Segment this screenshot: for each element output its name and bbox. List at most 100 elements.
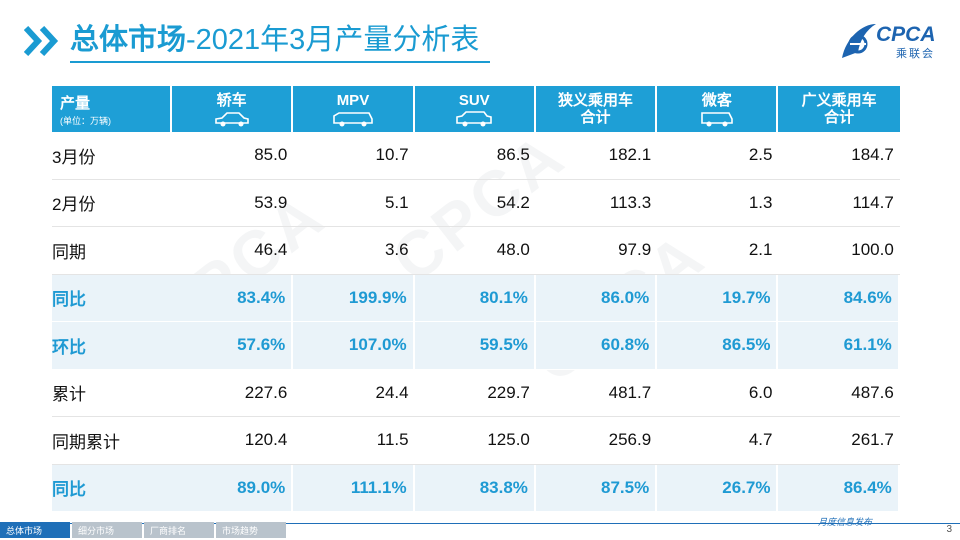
page-number: 3 bbox=[946, 524, 952, 535]
table-cell: 10.7 bbox=[375, 145, 409, 165]
column-header: MPV bbox=[336, 91, 370, 109]
table-row: 3月份 85.0 10.7 86.5 182.1 2.5 184.7 bbox=[52, 132, 900, 180]
table-cell: 3.6 bbox=[384, 240, 409, 260]
column-header: 广义乘用车 合计 bbox=[801, 92, 877, 126]
header-broad-total: 广义乘用车 合计 bbox=[778, 86, 900, 132]
row-label: 同期累计 bbox=[52, 432, 120, 452]
table-cell: 113.3 bbox=[609, 192, 652, 212]
table-cell: 86.5 bbox=[496, 145, 530, 165]
corner-label: 产量 bbox=[60, 94, 91, 112]
table-cell: 125.0 bbox=[487, 430, 530, 450]
cpca-logo-icon bbox=[842, 24, 876, 58]
suv-icon bbox=[456, 110, 493, 126]
table-row: 环比 57.6% 107.0% 59.5% 60.8% 86.5% 61.1% bbox=[52, 322, 900, 370]
tab-market-trend[interactable]: 市场趋势 bbox=[216, 522, 286, 538]
table-cell: 48.0 bbox=[496, 240, 530, 260]
chevron-right-icon bbox=[24, 26, 59, 56]
table-row: 同期累计 120.4 11.5 125.0 256.9 4.7 261.7 bbox=[52, 417, 900, 465]
footer-tagline: 月度信息发布 bbox=[818, 517, 873, 527]
section-tabs: 总体市场 细分市场 厂商排名 市场趋势 bbox=[0, 522, 288, 538]
header-corner: 产量 (单位：万辆) bbox=[52, 86, 172, 132]
table-cell: 24.4 bbox=[375, 382, 409, 402]
table-cell: 227.6 bbox=[244, 382, 288, 402]
title-strong: 总体市场 bbox=[70, 24, 187, 56]
table-cell: 19.7% bbox=[657, 274, 779, 321]
table-cell: 481.7 bbox=[608, 382, 652, 402]
slide-header: 总体市场-2021年3月产量分析表 CPCA 乘联会 bbox=[0, 0, 960, 80]
minivan-icon bbox=[701, 111, 733, 126]
logo-subtext: 乘联会 bbox=[896, 48, 935, 60]
row-label: 同比 bbox=[52, 480, 86, 500]
row-label: 2月份 bbox=[52, 195, 96, 215]
slide-footer: 总体市场 细分市场 厂商排名 市场趋势 月度信息发布 3 bbox=[0, 517, 960, 540]
table-cell: 261.7 bbox=[851, 430, 894, 450]
row-label: 3月份 bbox=[52, 147, 96, 167]
table-cell: 83.8% bbox=[415, 464, 536, 511]
table-cell: 57.6% bbox=[172, 322, 294, 369]
table-cell: 114.7 bbox=[852, 192, 894, 212]
table-cell: 86.0% bbox=[536, 274, 658, 321]
production-table: 产量 (单位：万辆) 轿车 MPV SUV 狭义乘用车 合计 bbox=[52, 86, 900, 512]
row-label: 累计 bbox=[52, 385, 86, 405]
table-cell: 100.0 bbox=[851, 240, 894, 260]
table-cell: 5.1 bbox=[384, 192, 409, 212]
header-suv: SUV bbox=[414, 86, 536, 132]
table-cell: 111.1% bbox=[293, 464, 415, 511]
row-label: 同期 bbox=[52, 242, 86, 262]
table-cell: 229.7 bbox=[487, 382, 530, 402]
row-label: 同比 bbox=[52, 290, 86, 310]
table-cell: 46.4 bbox=[254, 240, 288, 260]
table-cell: 184.7 bbox=[851, 145, 894, 165]
table-row: 2月份 53.9 5.1 54.2 113.3 1.3 114.7 bbox=[52, 180, 900, 227]
table-cell: 87.5% bbox=[536, 464, 658, 511]
table-row: 同比 89.0% 111.1% 83.8% 87.5% 26.7% 86.4% bbox=[52, 464, 900, 512]
column-header: 微客 bbox=[701, 91, 732, 109]
corner-unit: (单位：万辆) bbox=[60, 115, 111, 126]
page-title: 总体市场-2021年3月产量分析表 bbox=[70, 22, 479, 58]
table-cell: 86.4% bbox=[778, 464, 900, 511]
table-cell: 97.9 bbox=[618, 240, 652, 260]
table-cell: 4.7 bbox=[748, 430, 773, 450]
title-rest: -2021年3月产量分析表 bbox=[186, 24, 480, 56]
header-minivan: 微客 bbox=[657, 86, 779, 132]
column-header: 狭义乘用车 合计 bbox=[558, 92, 634, 126]
table-header: 产量 (单位：万辆) 轿车 MPV SUV 狭义乘用车 合计 bbox=[52, 86, 900, 132]
column-header: SUV bbox=[458, 91, 490, 109]
table-cell: 120.4 bbox=[244, 430, 288, 450]
table-cell: 85.0 bbox=[254, 145, 288, 165]
header-narrow-total: 狭义乘用车 合计 bbox=[535, 86, 658, 132]
table-cell: 61.1% bbox=[778, 322, 900, 369]
table-cell: 84.6% bbox=[778, 274, 900, 321]
table-cell: 83.4% bbox=[172, 274, 294, 321]
header-mpv: MPV bbox=[293, 86, 415, 132]
row-label: 环比 bbox=[52, 337, 86, 357]
column-header: 轿车 bbox=[216, 91, 247, 109]
table-cell: 53.9 bbox=[254, 192, 288, 212]
table-cell: 256.9 bbox=[608, 430, 652, 450]
header-sedan: 轿车 bbox=[172, 86, 294, 132]
table-cell: 11.5 bbox=[376, 430, 409, 450]
table-cell: 59.5% bbox=[415, 322, 536, 369]
table-cell: 1.3 bbox=[748, 192, 773, 212]
title-underline bbox=[70, 61, 490, 63]
table-cell: 199.9% bbox=[293, 274, 415, 321]
table-cell: 487.6 bbox=[851, 382, 894, 402]
logo-text: CPCA bbox=[876, 23, 936, 46]
tab-overall-market[interactable]: 总体市场 bbox=[0, 522, 70, 538]
table-cell: 107.0% bbox=[293, 322, 415, 369]
table-row: 累计 227.6 24.4 229.7 481.7 6.0 487.6 bbox=[52, 370, 900, 417]
table-cell: 80.1% bbox=[415, 274, 536, 321]
table-row: 同比 83.4% 199.9% 80.1% 86.0% 19.7% 84.6% bbox=[52, 274, 900, 322]
tab-segment-market[interactable]: 细分市场 bbox=[72, 522, 142, 538]
table-row: 同期 46.4 3.6 48.0 97.9 2.1 100.0 bbox=[52, 227, 900, 275]
table-cell: 182.1 bbox=[608, 145, 652, 165]
footer-rule bbox=[0, 523, 960, 524]
mpv-icon bbox=[333, 111, 373, 126]
table-cell: 6.0 bbox=[748, 382, 773, 402]
table-cell: 60.8% bbox=[536, 322, 658, 369]
table-cell: 89.0% bbox=[172, 464, 294, 511]
tab-maker-ranking[interactable]: 厂商排名 bbox=[144, 522, 214, 538]
table-body: 3月份 85.0 10.7 86.5 182.1 2.5 184.7 2月份 53.9 5.1 54… bbox=[52, 132, 900, 512]
table-cell: 54.2 bbox=[496, 192, 530, 212]
table-cell: 2.5 bbox=[748, 145, 773, 165]
